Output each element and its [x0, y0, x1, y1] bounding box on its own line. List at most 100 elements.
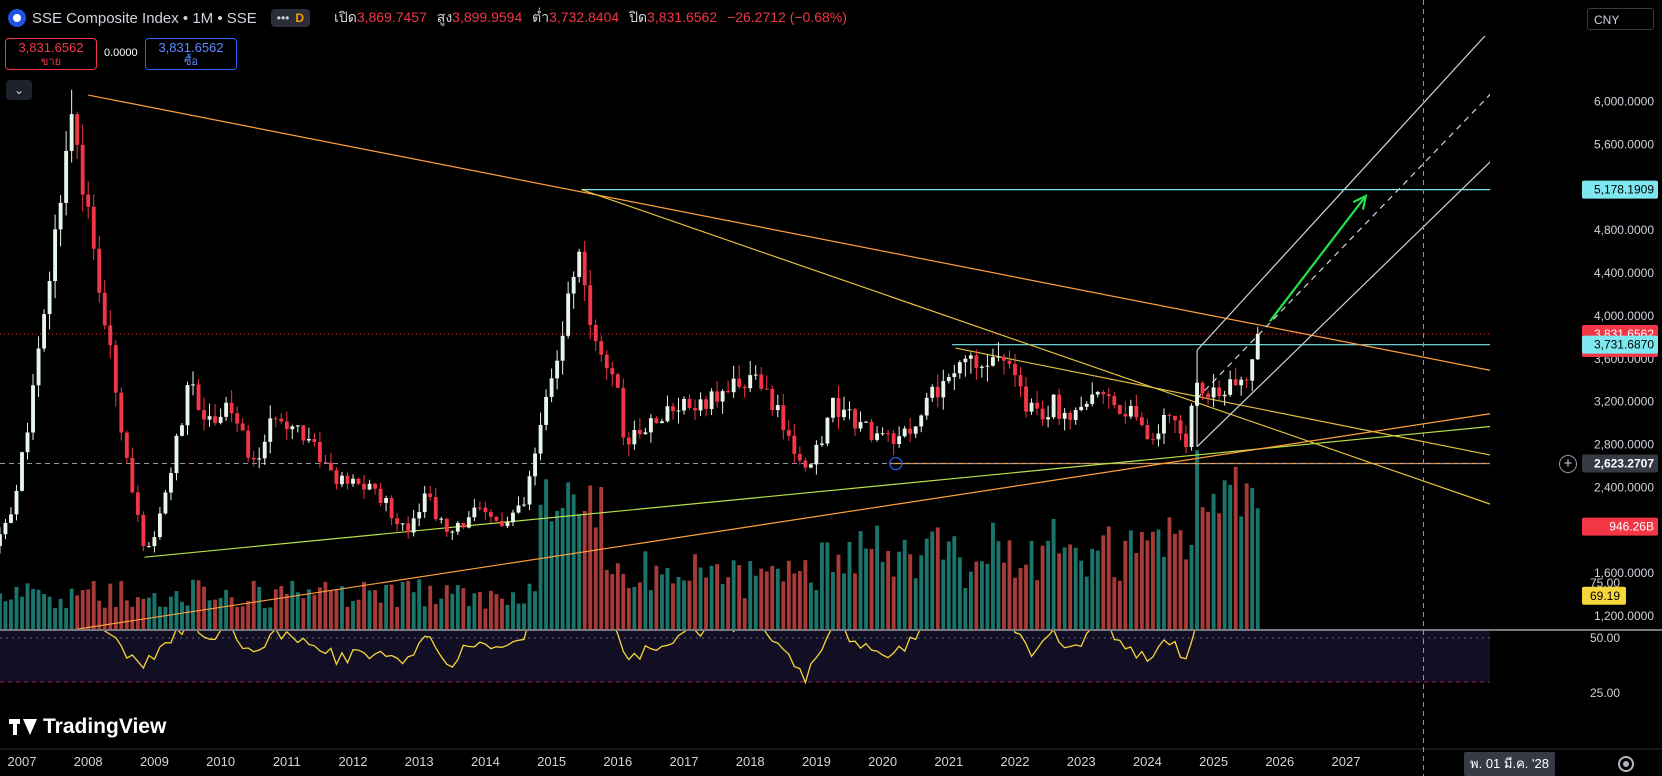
volume-bar: [836, 554, 841, 629]
target-arrow-head: [1352, 193, 1368, 210]
candle-body: [660, 421, 664, 424]
price-label-text: 946.26B: [1609, 520, 1654, 534]
time-tick-label: 2026: [1265, 754, 1294, 769]
candle-body: [97, 248, 102, 293]
spread-value: 0.0000: [104, 47, 138, 59]
volume-bar: [334, 589, 339, 629]
volume-bar: [1084, 576, 1089, 629]
symbol-title[interactable]: SSE Composite Index • 1M • SSE: [32, 9, 257, 27]
candle-body: [406, 523, 411, 533]
candle-body: [797, 453, 802, 461]
candle-body: [814, 444, 819, 465]
candle-body: [819, 443, 824, 445]
time-tick-label: 2023: [1067, 754, 1096, 769]
trendline: [88, 94, 1492, 372]
chevron-down-icon[interactable]: ⌄: [6, 80, 32, 100]
candle-body: [334, 470, 339, 485]
sell-label: ขาย: [40, 56, 62, 68]
candle-body: [897, 436, 902, 444]
gear-icon[interactable]: [1618, 756, 1634, 772]
drawing-tools[interactable]: [0, 29, 1582, 638]
volume-bar: [1178, 530, 1183, 629]
volume-bar: [229, 597, 234, 629]
candle-body: [224, 402, 229, 417]
candle-body: [1195, 382, 1199, 406]
candle-body: [284, 421, 289, 430]
candle-body: [1035, 402, 1039, 409]
exchange-logo-icon: [8, 9, 26, 27]
candle-body: [555, 360, 560, 379]
volume-bar: [637, 582, 642, 629]
candle-body: [64, 150, 69, 203]
time-tick-label: 2027: [1332, 754, 1361, 769]
volume-bar: [1112, 577, 1117, 629]
time-tick-label: 2011: [273, 754, 301, 769]
candle-body: [323, 462, 328, 464]
buy-button[interactable]: 3,831.6562 ซื้อ: [145, 38, 237, 70]
candle-body: [775, 405, 780, 411]
volume-bar: [527, 583, 532, 629]
volume-bar: [102, 607, 107, 629]
volume-bar: [1029, 540, 1034, 629]
candle-body: [781, 405, 786, 431]
volume-bar: [202, 586, 206, 629]
volume-bar: [1195, 450, 1199, 629]
candle-body: [80, 144, 85, 195]
candle-body: [36, 348, 41, 386]
volume-bar: [819, 542, 824, 629]
candle-body: [433, 497, 438, 520]
candle-body: [411, 518, 416, 533]
candle-body: [1145, 425, 1150, 440]
volume-bar: [582, 510, 587, 629]
volume-bar: [58, 598, 63, 629]
volume-bar: [1062, 547, 1067, 629]
candle-body: [505, 522, 510, 527]
candle-body: [290, 426, 295, 430]
candle-body: [808, 464, 813, 468]
candle-body: [362, 483, 366, 490]
volume-bar: [626, 587, 631, 629]
volume-bar: [152, 593, 157, 629]
sell-price: 3,831.6562: [18, 40, 84, 55]
candle-body: [621, 387, 626, 438]
volume-bar: [317, 587, 322, 629]
volume-bar: [902, 539, 907, 629]
low-value: 3,732.8404: [549, 9, 620, 25]
volume-bar: [593, 527, 598, 629]
candle-body: [571, 276, 576, 294]
candle-body: [450, 531, 455, 533]
candle-body: [715, 391, 720, 402]
trendline: [955, 347, 1492, 456]
volume-bar: [831, 572, 835, 629]
candle-body: [869, 421, 874, 440]
add-level-plus-icon[interactable]: +: [1559, 455, 1577, 473]
candle-body: [14, 490, 19, 515]
volume-bar: [340, 586, 344, 629]
candle-body: [75, 114, 80, 145]
sell-button[interactable]: 3,831.6562 ขาย: [5, 38, 97, 70]
interval-badge[interactable]: ••• D: [270, 9, 311, 27]
candle-body: [1057, 394, 1062, 419]
candle-body: [610, 368, 615, 375]
rsi-tick-label: 50.00: [1590, 631, 1620, 645]
volume-bar: [538, 504, 543, 629]
candle-body: [582, 251, 587, 286]
candle-body: [157, 513, 162, 538]
volume-bar: [1123, 540, 1128, 629]
volume-bar: [875, 525, 880, 629]
volume-bar: [742, 598, 747, 629]
candle-body: [985, 365, 990, 367]
time-tick-label: 2021: [934, 754, 963, 769]
rsi-band: [0, 631, 1490, 682]
currency-selector[interactable]: CNY: [1587, 8, 1654, 30]
volume-bars: [0, 450, 1260, 629]
candle-body: [963, 358, 968, 363]
volume-bar: [1228, 484, 1233, 629]
volume-bar: [566, 482, 571, 629]
candle-body: [593, 324, 598, 342]
candle-body: [864, 421, 868, 423]
candle-body: [726, 391, 731, 393]
volume-bar: [682, 580, 686, 629]
volume-bar: [941, 559, 946, 629]
